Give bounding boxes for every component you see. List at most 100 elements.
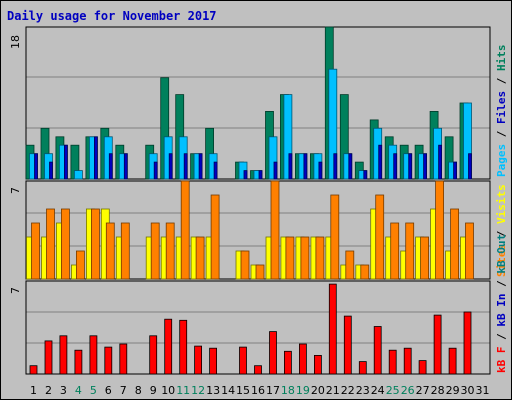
bar-pages-day-7 [123, 153, 128, 180]
bar-pages-day-2 [49, 161, 53, 180]
bar-pages-day-17 [273, 161, 278, 180]
bar-pages-day-10 [168, 153, 173, 180]
x-label-day-18: 18 [281, 384, 295, 397]
x-label-day-24: 24 [371, 384, 385, 397]
x-label-day-1: 1 [30, 384, 37, 397]
legend-bottom-part-1: / [495, 327, 508, 347]
bar-sites-day-5 [91, 208, 100, 280]
bar-kbf-day-6 [104, 346, 113, 375]
bar-pages-day-24 [378, 144, 383, 180]
x-label-day-27: 27 [416, 384, 430, 397]
x-label-day-22: 22 [341, 384, 355, 397]
x-label-day-12: 12 [191, 384, 205, 397]
bar-pages-day-9 [153, 161, 158, 180]
bar-kbf-day-22 [343, 315, 352, 375]
legend-bottom-part-0: kB F [495, 347, 508, 374]
bar-kbf-day-15 [239, 346, 247, 375]
bar-sites-day-2 [46, 208, 55, 280]
bar-kbf-day-24 [373, 326, 382, 375]
legend-middle-part-0: Sites [495, 244, 508, 277]
x-axis-labels: 1 2 3 4 5 6 7 8 9 10 11 12 13 14 15 16 17 18 19 20 21 22 23 24 2… [30, 384, 490, 397]
bar-sites-day-6 [105, 222, 115, 280]
bar-kbf-day-23 [358, 361, 367, 375]
bar-pages-day-25 [393, 153, 398, 180]
bar-kbf-day-13 [209, 347, 218, 375]
bar-sites-day-9 [150, 222, 160, 280]
bar-sites-day-10 [165, 222, 175, 280]
bar-sites-day-26 [405, 222, 415, 280]
x-label-day-16: 16 [251, 384, 265, 397]
bar-kbf-day-17 [269, 331, 277, 375]
bar-sites-day-29 [450, 208, 460, 280]
bar-pages-day-27 [423, 153, 428, 180]
bar-files-day-17 [268, 136, 278, 180]
bar-pages-day-6 [108, 153, 113, 180]
bar-kbf-day-21 [328, 283, 337, 375]
bar-kbf-day-3 [59, 335, 68, 375]
x-label-day-26: 26 [401, 384, 415, 397]
legend-middle-part-1: / [495, 224, 508, 244]
ymax-label-bottom: 7 [9, 287, 22, 294]
x-label-day-17: 17 [266, 384, 280, 397]
legend-bottom: kB F / kB In / kB Out [495, 234, 508, 373]
legend-top-part-4: Hits [495, 45, 508, 72]
x-label-day-19: 19 [296, 384, 310, 397]
bar-kbf-day-5 [89, 335, 98, 375]
chart-title: Daily usage for November 2017 [7, 9, 217, 23]
bar-sites-day-28 [435, 180, 445, 280]
x-label-day-28: 28 [431, 384, 445, 397]
bar-sites-day-11 [180, 180, 190, 280]
bar-kbf-day-26 [403, 347, 412, 375]
bar-sites-day-24 [375, 194, 385, 280]
bar-sites-day-25 [390, 222, 400, 280]
bar-pages-day-3 [64, 144, 68, 180]
bar-files-day-21 [328, 68, 338, 180]
bar-kbf-day-30 [463, 311, 472, 375]
bar-sites-day-15 [240, 250, 250, 280]
bar-sites-day-23 [360, 264, 370, 280]
bar-files-day-4 [74, 170, 83, 180]
bar-pages-day-29 [453, 161, 458, 180]
legend-top-part-2: Files [495, 91, 508, 124]
bar-sites-day-20 [315, 236, 325, 280]
legend-top-part-1: / [495, 124, 508, 144]
x-label-day-9: 9 [150, 384, 157, 397]
x-label-day-3: 3 [60, 384, 67, 397]
bar-files-day-30 [463, 102, 472, 180]
bar-kbf-day-12 [194, 345, 203, 375]
x-label-day-14: 14 [221, 384, 235, 397]
bar-kbf-day-18 [283, 350, 292, 375]
bar-kbf-day-19 [298, 343, 307, 375]
bar-kbf-day-9 [149, 335, 158, 375]
bar-kbf-day-4 [74, 349, 83, 375]
bar-sites-day-18 [285, 236, 295, 280]
x-label-day-20: 20 [311, 384, 325, 397]
legend-top-part-0: Pages [495, 144, 508, 177]
bar-pages-day-28 [438, 144, 443, 180]
panels [25, 26, 491, 375]
bar-sites-day-1 [31, 222, 40, 280]
bar-sites-day-7 [120, 222, 130, 280]
ymax-label-middle: 7 [9, 187, 22, 194]
bar-sites-day-12 [195, 236, 205, 280]
bar-kbf-day-28 [433, 314, 442, 375]
bar-kbf-day-25 [388, 349, 397, 375]
legend-top: Pages / Files / Hits [495, 45, 508, 178]
bar-pages-day-21 [333, 153, 338, 180]
bar-pages-day-19 [303, 153, 308, 180]
bar-pages-day-18 [288, 153, 293, 180]
legend-middle-part-2: Visits [495, 184, 508, 224]
bar-kbf-day-29 [448, 347, 457, 375]
x-label-day-5: 5 [90, 384, 97, 397]
bar-sites-day-19 [300, 236, 310, 280]
bar-sites-day-27 [420, 236, 430, 280]
x-label-day-10: 10 [161, 384, 175, 397]
ymax-label-top: 18 [9, 35, 22, 49]
bar-sites-day-4 [76, 250, 85, 280]
bar-pages-day-16 [258, 170, 263, 180]
bar-pages-day-23 [363, 170, 368, 180]
bars [25, 26, 474, 375]
x-label-day-23: 23 [356, 384, 370, 397]
